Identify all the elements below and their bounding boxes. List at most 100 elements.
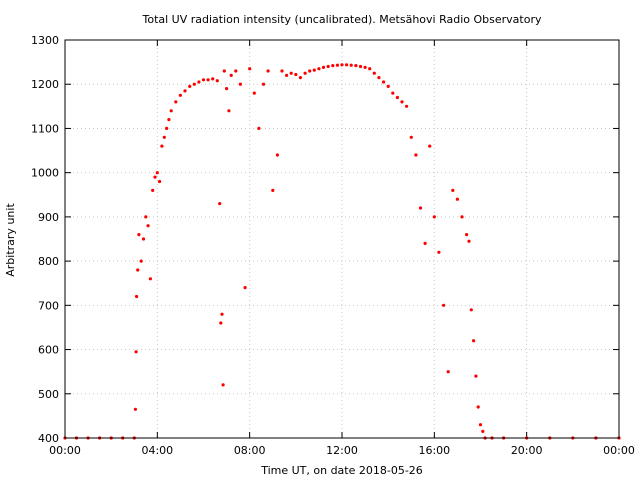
data-point: [275, 153, 279, 157]
data-point: [144, 215, 148, 219]
data-point: [455, 197, 459, 201]
data-point: [321, 65, 326, 69]
data-point: [386, 84, 390, 88]
y-tick-label: 500: [38, 388, 59, 401]
data-point: [391, 91, 395, 95]
data-point: [211, 77, 215, 81]
data-point: [162, 135, 166, 139]
data-point: [460, 215, 464, 219]
data-point: [261, 82, 266, 86]
data-point: [358, 64, 363, 69]
data-point: [280, 69, 284, 73]
data-point: [285, 73, 289, 77]
data-point: [135, 294, 139, 299]
y-axis-label: Arbitrary unit: [4, 203, 17, 277]
data-point: [146, 224, 150, 228]
data-point: [139, 259, 143, 263]
x-tick-label: 00:00: [49, 444, 81, 457]
data-point: [160, 144, 164, 148]
data-point: [467, 239, 471, 243]
x-tick-label: 08:00: [234, 444, 266, 457]
data-point: [169, 109, 173, 113]
data-point: [136, 268, 140, 272]
data-point: [446, 370, 450, 374]
data-point: [238, 82, 242, 86]
data-point: [206, 78, 210, 82]
data-point: [257, 126, 261, 130]
data-point: [409, 135, 413, 139]
y-tick-label: 600: [38, 344, 59, 357]
data-point: [167, 118, 171, 122]
data-point: [478, 423, 483, 427]
data-point: [414, 153, 418, 157]
data-point: [432, 215, 436, 219]
data-point: [465, 233, 469, 237]
data-point: [340, 63, 344, 67]
data-point: [451, 188, 455, 192]
data-point: [382, 80, 386, 84]
data-point: [345, 63, 349, 67]
data-point: [248, 67, 252, 71]
data-point: [349, 63, 353, 67]
x-tick-label: 12:00: [326, 444, 358, 457]
data-point: [215, 79, 219, 83]
data-point: [395, 95, 399, 100]
data-point: [153, 175, 157, 179]
data-point: [372, 71, 376, 75]
data-point: [326, 64, 330, 69]
data-point: [219, 321, 223, 325]
grid-lines: [65, 40, 619, 438]
y-tick-label: 1200: [31, 78, 59, 91]
data-point: [197, 80, 201, 84]
data-point: [243, 286, 247, 290]
data-point: [442, 303, 446, 307]
data-point: [289, 71, 293, 75]
x-tick-label: 16:00: [418, 444, 450, 457]
data-point: [271, 188, 275, 192]
tick-labels: 400 500 600 700 800 900 1000 1100 1200 1300 00:00 0…: [31, 34, 635, 457]
y-tick-label: 1300: [31, 34, 59, 47]
data-point: [234, 69, 238, 73]
data-point: [266, 69, 270, 73]
data-point: [222, 69, 226, 73]
data-point: [227, 109, 231, 113]
data-point: [141, 237, 146, 241]
data-point: [294, 72, 298, 77]
data-point: [423, 241, 427, 245]
y-tick-label: 1100: [31, 122, 59, 135]
data-point: [220, 312, 224, 316]
data-point: [229, 73, 233, 77]
data-point: [331, 64, 335, 68]
data-point: [377, 76, 381, 80]
x-tick-label: 04:00: [141, 444, 173, 457]
data-point: [437, 250, 441, 254]
data-point: [428, 144, 432, 148]
x-axis-label: Time UT, on date 2018-05-26: [260, 464, 423, 477]
data-point: [221, 383, 225, 387]
chart-title: Total UV radiation intensity (uncalibrat…: [142, 13, 542, 26]
data-point: [188, 84, 192, 88]
data-point: [298, 76, 302, 80]
data-point: [151, 188, 155, 192]
data-point: [201, 78, 206, 82]
plot-frame: [64, 39, 620, 439]
data-point: [312, 68, 316, 72]
data-point: [137, 233, 141, 237]
data-point: [158, 179, 162, 184]
data-point: [178, 93, 182, 97]
data-point: [174, 100, 178, 104]
data-point: [405, 104, 409, 108]
data-point: [354, 64, 358, 68]
data-point: [368, 67, 372, 71]
data-point: [192, 82, 196, 86]
y-tick-label: 900: [38, 211, 59, 224]
data-point: [418, 206, 423, 210]
data-point: [469, 308, 473, 312]
y-tick-label: 400: [38, 432, 59, 445]
data-point: [308, 69, 312, 73]
data-point: [133, 407, 137, 411]
y-tick-label: 1000: [31, 167, 59, 180]
data-point: [481, 429, 485, 433]
